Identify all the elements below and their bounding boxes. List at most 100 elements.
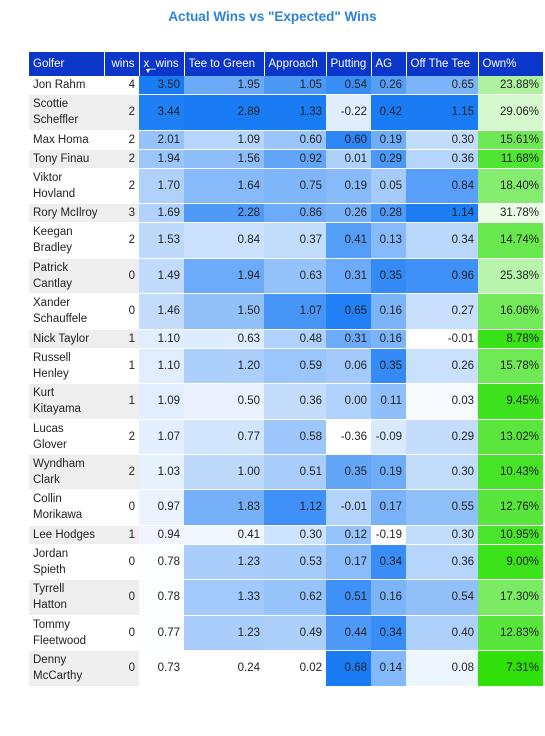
cell-off-the-tee: 0.30 [406, 525, 478, 545]
cell-off-the-tee: 1.14 [406, 203, 478, 223]
cell-off-the-tee: 0.54 [406, 579, 478, 616]
cell-tee-to-green: 1.95 [184, 76, 264, 95]
cell-approach: 1.05 [264, 76, 326, 95]
cell-off-the-tee: 0.84 [406, 168, 478, 204]
cell-approach: 0.02 [264, 650, 326, 687]
table-row: Lee Hodges 1 0.94 0.41 0.30 0.12 -0.19 0.30 10.9… [29, 525, 543, 545]
sort-descending-icon: ▼ [144, 68, 152, 75]
col-header-putting[interactable]: Putting [326, 52, 372, 76]
table-row: Scottie Scheffler 2 3.44 2.89 1.33 -0.22 0.42 1… [29, 94, 543, 131]
cell-putting: 0.19 [326, 168, 371, 204]
col-header-golfer[interactable]: Golfer [29, 52, 105, 76]
col-header-x-wins[interactable]: x_wins ▼ [139, 52, 185, 76]
cell-putting: -0.36 [326, 419, 371, 455]
cell-x-wins: 1.10 [139, 329, 184, 349]
cell-approach: 0.58 [264, 419, 326, 455]
cell-wins: 2 [104, 149, 139, 169]
cell-golfer: Keegan Bradley [29, 222, 104, 259]
table-row: Keegan Bradley 2 1.53 0.84 0.37 0.41 0.13 0.34 1… [29, 222, 543, 259]
cell-golfer: Lee Hodges [29, 525, 104, 545]
cell-x-wins: 1.03 [139, 454, 184, 490]
cell-golfer: Lucas Glover [29, 419, 104, 455]
cell-golfer: Max Homa [29, 130, 104, 150]
cell-wins: 2 [104, 94, 139, 131]
cell-x-wins: 0.78 [139, 544, 184, 580]
col-header-ag[interactable]: AG [371, 52, 407, 76]
header-row: Golfer wins x_wins ▼ Tee to Green Approa… [29, 52, 544, 76]
cell-off-the-tee: 0.40 [406, 615, 478, 651]
cell-x-wins: 1.69 [139, 203, 184, 223]
cell-ag: 0.35 [371, 348, 406, 384]
cell-off-the-tee: 0.03 [406, 383, 478, 420]
cell-ag: 0.13 [371, 222, 406, 259]
cell-tee-to-green: 1.64 [184, 168, 264, 204]
cell-putting: 0.65 [326, 293, 371, 330]
cell-ag: 0.19 [371, 130, 406, 150]
cell-x-wins: 1.46 [139, 293, 184, 330]
cell-wins: 0 [104, 579, 139, 616]
col-header-off-the-tee[interactable]: Off The Tee [406, 52, 479, 76]
cell-off-the-tee: 0.30 [406, 130, 478, 150]
cell-putting: 0.54 [326, 76, 371, 95]
cell-wins: 1 [104, 329, 139, 349]
table-row: Tony Finau 2 1.94 1.56 0.92 0.01 0.29 0.36 11.68… [29, 149, 543, 169]
golf-stats-table: Golfer wins x_wins ▼ Tee to Green Approa… [29, 52, 544, 687]
col-header-tee-to-green[interactable]: Tee to Green [184, 52, 265, 76]
cell-putting: 0.35 [326, 454, 371, 490]
cell-ag: 0.29 [371, 149, 406, 169]
cell-putting: -0.01 [326, 489, 371, 526]
cell-x-wins: 1.70 [139, 168, 184, 204]
cell-tee-to-green: 2.89 [184, 94, 264, 131]
col-header-own-pct[interactable]: Own% [478, 52, 544, 76]
table-row: Tommy Fleetwood 0 0.77 1.23 0.49 0.44 0.34 0.40… [29, 615, 543, 651]
cell-approach: 0.48 [264, 329, 326, 349]
cell-approach: 0.86 [264, 203, 326, 223]
cell-own-pct: 14.74% [478, 222, 543, 259]
table-row: Xander Schauffele 0 1.46 1.50 1.07 0.65 0.16 0.… [29, 293, 543, 330]
cell-approach: 0.49 [264, 615, 326, 651]
cell-off-the-tee: 0.96 [406, 258, 478, 294]
cell-approach: 0.37 [264, 222, 326, 259]
cell-putting: 0.31 [326, 258, 371, 294]
cell-tee-to-green: 2.28 [184, 203, 264, 223]
cell-tee-to-green: 1.94 [184, 258, 264, 294]
cell-wins: 3 [104, 203, 139, 223]
cell-wins: 2 [104, 168, 139, 204]
col-header-approach[interactable]: Approach [264, 52, 327, 76]
cell-x-wins: 0.97 [139, 489, 184, 526]
cell-tee-to-green: 1.00 [184, 454, 264, 490]
cell-ag: 0.05 [371, 168, 406, 204]
cell-golfer: Nick Taylor [29, 329, 104, 349]
cell-x-wins: 0.78 [139, 579, 184, 616]
cell-off-the-tee: 0.55 [406, 489, 478, 526]
table-row: Patrick Cantlay 0 1.49 1.94 0.63 0.31 0.35 0.96… [29, 258, 543, 294]
cell-x-wins: 0.73 [139, 650, 184, 687]
cell-golfer: Xander Schauffele [29, 293, 104, 330]
cell-ag: 0.17 [371, 489, 406, 526]
cell-tee-to-green: 0.77 [184, 419, 264, 455]
cell-ag: 0.42 [371, 94, 406, 131]
cell-tee-to-green: 1.83 [184, 489, 264, 526]
cell-golfer: Collin Morikawa [29, 489, 104, 526]
cell-wins: 0 [104, 293, 139, 330]
cell-x-wins: 1.53 [139, 222, 184, 259]
table-row: Lucas Glover 2 1.07 0.77 0.58 -0.36 -0.09 0.29 1… [29, 419, 543, 455]
cell-putting: 0.00 [326, 383, 371, 420]
table-row: Russell Henley 1 1.10 1.20 0.59 0.06 0.35 0.26 1… [29, 348, 543, 384]
cell-ag: -0.19 [371, 525, 406, 545]
cell-putting: 0.60 [326, 130, 371, 150]
cell-own-pct: 9.45% [478, 383, 543, 420]
cell-wins: 1 [104, 383, 139, 420]
cell-golfer: Kurt Kitayama [29, 383, 104, 420]
cell-own-pct: 31.78% [478, 203, 543, 223]
cell-x-wins: 1.09 [139, 383, 184, 420]
cell-ag: 0.34 [371, 544, 406, 580]
cell-x-wins: 2.01 [139, 130, 184, 150]
col-header-x-wins-label: x_wins [143, 58, 179, 70]
cell-ag: 0.14 [371, 650, 406, 687]
cell-own-pct: 12.76% [478, 489, 543, 526]
col-header-wins[interactable]: wins [104, 52, 140, 76]
cell-golfer: Wyndham Clark [29, 454, 104, 490]
cell-approach: 0.36 [264, 383, 326, 420]
cell-golfer: Jordan Spieth [29, 544, 104, 580]
